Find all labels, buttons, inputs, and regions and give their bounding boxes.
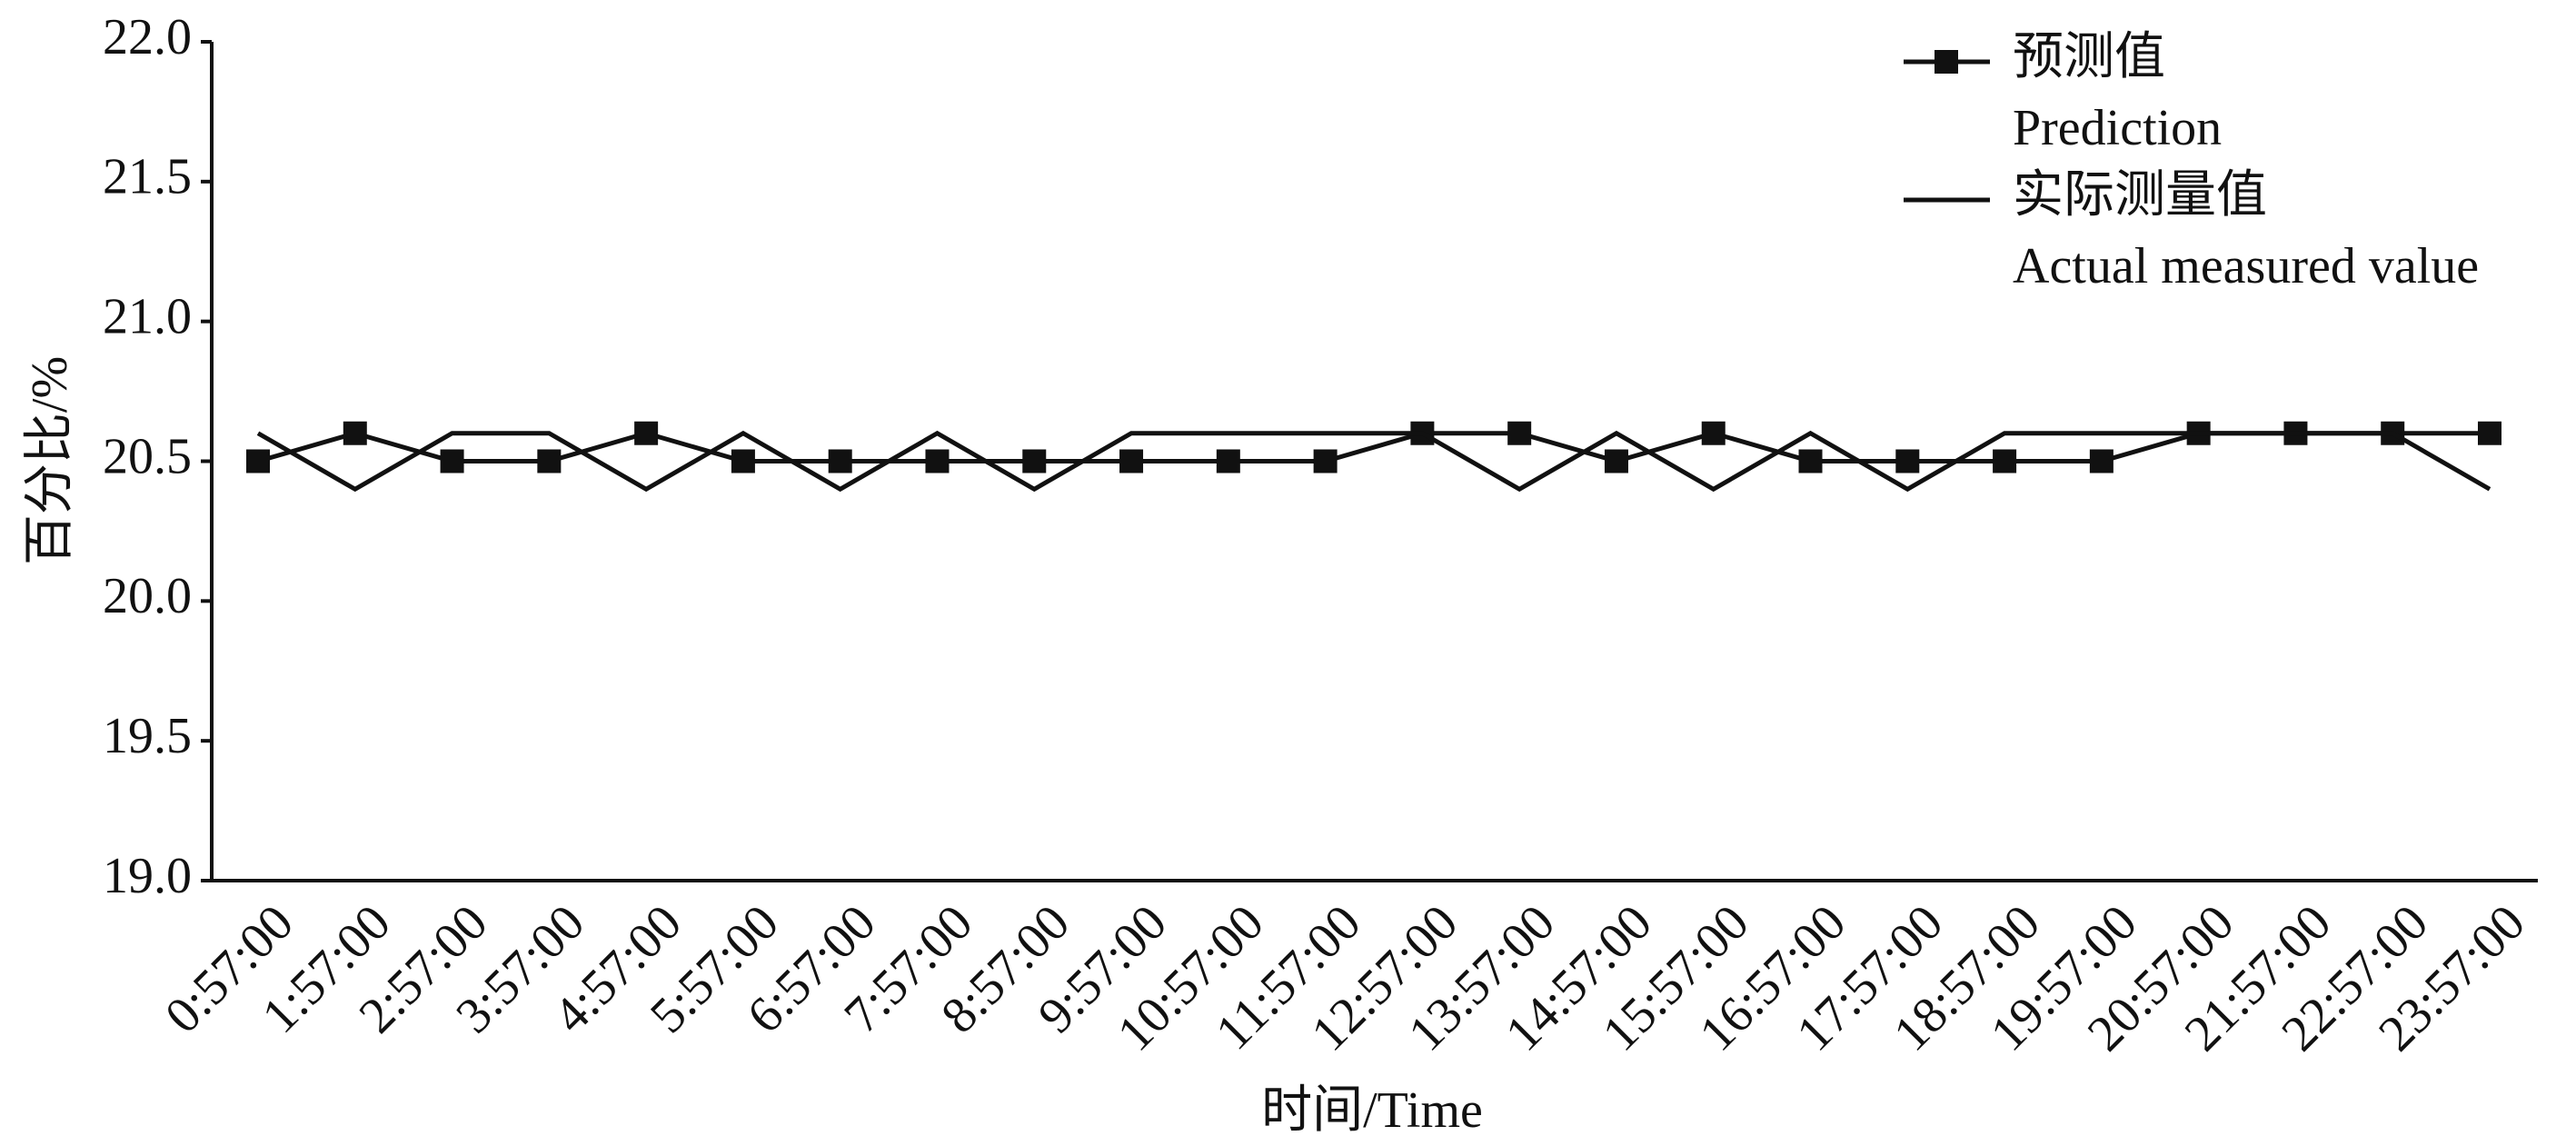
data-point xyxy=(925,449,950,473)
x-axis-label: 时间/Time xyxy=(1261,1082,1483,1139)
y-tick-label: 20.0 xyxy=(103,568,192,624)
data-point xyxy=(1119,449,1144,473)
legend-label: Prediction xyxy=(2013,100,2222,156)
data-point xyxy=(1216,449,1240,473)
data-point xyxy=(343,421,367,445)
data-point xyxy=(1604,449,1628,473)
y-tick-label: 21.5 xyxy=(103,149,192,205)
y-tick-label: 21.0 xyxy=(103,289,192,345)
data-point xyxy=(2089,449,2114,473)
data-point xyxy=(2478,421,2501,445)
legend-label: 实际测量值 xyxy=(2013,167,2267,224)
y-axis-label: 百分比/% xyxy=(22,356,78,565)
y-tick-label: 19.5 xyxy=(103,708,192,764)
legend-marker xyxy=(1934,50,1958,74)
legend-label: 预测值 xyxy=(2013,29,2165,85)
data-line xyxy=(256,430,2491,493)
data-point xyxy=(440,449,464,473)
data-point xyxy=(1701,421,1726,445)
y-tick-label: 20.5 xyxy=(103,428,192,484)
data-point xyxy=(1022,449,1047,473)
data-point xyxy=(828,449,852,473)
data-point xyxy=(1507,421,1532,445)
data-point xyxy=(634,421,659,445)
data-point xyxy=(1798,449,1823,473)
data-point xyxy=(1895,449,1920,473)
data-point xyxy=(537,449,562,473)
data-line xyxy=(257,431,2490,464)
legend-label: Actual measured value xyxy=(2013,238,2479,294)
data-point xyxy=(1313,449,1338,473)
y-tick-label: 19.0 xyxy=(103,848,192,904)
data-point xyxy=(246,449,270,473)
data-point xyxy=(1993,449,2017,473)
data-point xyxy=(731,449,755,473)
y-tick-label: 22.0 xyxy=(103,9,192,65)
